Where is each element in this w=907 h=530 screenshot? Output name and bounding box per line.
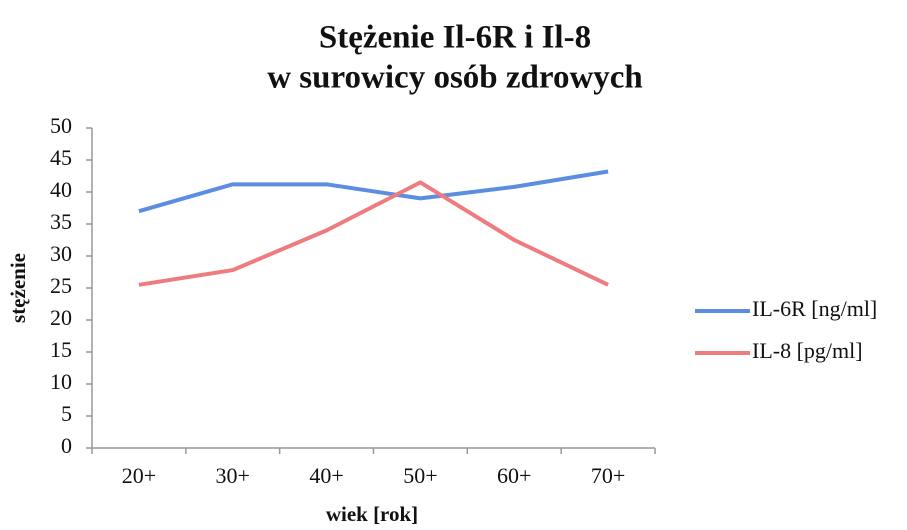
y-tick-label: 15 — [50, 337, 72, 362]
chart-subtitle: w surowicy osób zdrowych — [267, 60, 643, 96]
series-line — [138, 180, 609, 287]
x-tick-label: 30+ — [216, 463, 250, 488]
y-tick-label: 30 — [50, 241, 72, 266]
y-tick-label: 5 — [61, 401, 72, 426]
x-tick-label: 70+ — [591, 463, 625, 488]
x-tick-label: 50+ — [403, 463, 437, 488]
y-axis-label: stężenie — [6, 253, 30, 323]
x-tick-label: 20+ — [122, 463, 156, 488]
y-tick-label: 50 — [50, 113, 72, 138]
y-tick-label: 20 — [50, 305, 72, 330]
legend-label: IL-8 [pg/ml] — [752, 338, 863, 363]
chart-title: Stężenie Il-6R i Il-8 — [319, 20, 591, 56]
legend-label: IL-6R [ng/ml] — [752, 296, 877, 321]
x-tick-label: 60+ — [497, 463, 531, 488]
y-tick-label: 40 — [50, 177, 72, 202]
x-axis-label: wiek [rok] — [326, 502, 418, 526]
y-tick-label: 0 — [61, 433, 72, 458]
x-tick-label: 40+ — [309, 463, 343, 488]
y-tick-label: 10 — [50, 369, 72, 394]
y-tick-label: 25 — [50, 273, 72, 298]
series-line — [138, 169, 609, 214]
y-tick-label: 45 — [50, 145, 72, 170]
y-tick-label: 35 — [50, 209, 72, 234]
